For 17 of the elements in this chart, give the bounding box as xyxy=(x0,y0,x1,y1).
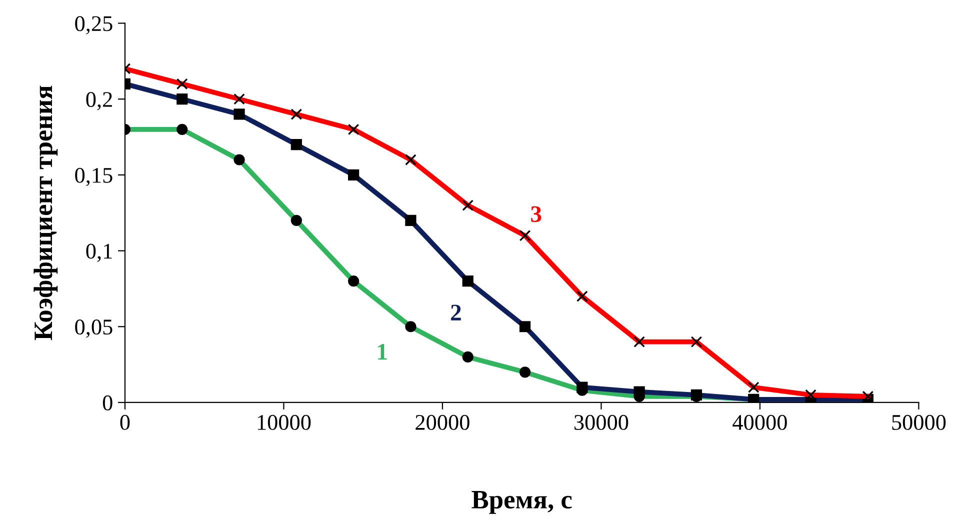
series-label: 3 xyxy=(531,206,542,222)
x-tick-label: 50000 xyxy=(892,414,946,430)
y-tick-label: 0,1 xyxy=(86,244,112,262)
series-label: 2 xyxy=(451,304,461,320)
y-tick-label: 0,25 xyxy=(75,16,112,34)
series-label: 1 xyxy=(378,344,387,360)
x-tick-label: 0 xyxy=(120,414,130,430)
y-axis-title: Коэффициент трения xyxy=(34,86,58,340)
y-tick-label: 0 xyxy=(102,395,112,410)
x-tick-label: 30000 xyxy=(574,414,628,430)
x-axis-title: Время, с xyxy=(472,491,572,514)
y-tick-label: 0,15 xyxy=(75,168,112,186)
y-tick-label: 0,2 xyxy=(86,92,112,110)
y-tick-label: 0,05 xyxy=(75,320,112,338)
x-tick-label: 40000 xyxy=(732,414,787,430)
x-tick-label: 20000 xyxy=(416,414,470,430)
x-tick-label: 10000 xyxy=(258,414,311,430)
